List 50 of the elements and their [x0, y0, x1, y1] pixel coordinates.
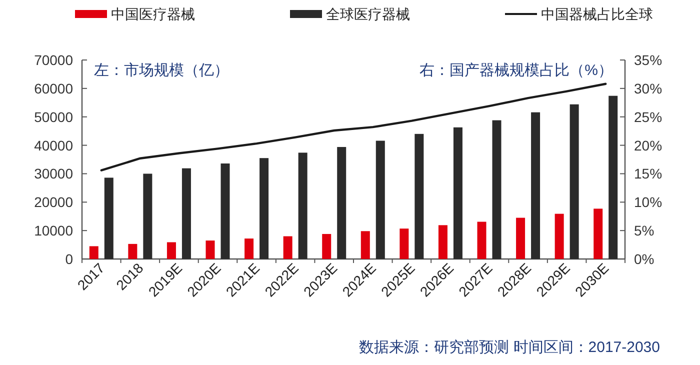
bar: [360, 231, 370, 259]
y-tick-label: 20000: [34, 194, 74, 210]
y2-tick-label: 0%: [634, 251, 654, 267]
bar: [166, 242, 176, 259]
y2-tick-label: 10%: [634, 194, 662, 210]
y2-axis-title: 右：国产器械规模占比（%）: [420, 62, 613, 79]
bar: [206, 240, 215, 259]
bar: [260, 158, 269, 259]
bar: [554, 214, 564, 259]
bar: [516, 218, 526, 259]
y2-tick-label: 15%: [634, 166, 662, 182]
bar: [89, 246, 98, 259]
bar: [400, 228, 409, 259]
bar: [438, 225, 448, 259]
bar: [570, 104, 579, 259]
legend-label: 中国器械占比全球: [541, 6, 653, 22]
bar: [594, 208, 603, 259]
y-tick-label: 30000: [34, 166, 74, 182]
bar: [492, 120, 502, 259]
y-tick-label: 70000: [34, 52, 74, 68]
y-axis-title: 左：市场规模（亿）: [94, 62, 229, 79]
bar: [298, 152, 308, 259]
legend-label: 全球医疗器械: [326, 6, 410, 22]
y2-tick-label: 25%: [634, 108, 662, 125]
bar: [414, 134, 424, 259]
y-tick-label: 0: [65, 251, 74, 267]
bar: [322, 234, 332, 259]
y-tick-label: 60000: [34, 80, 74, 96]
y-tick-label: 10000: [34, 222, 74, 239]
bar: [608, 96, 618, 259]
y-tick-label: 50000: [34, 108, 74, 125]
bar: [531, 112, 540, 259]
bar: [337, 146, 346, 259]
y2-tick-label: 30%: [634, 80, 662, 96]
source-note: 数据来源：研究部预测 时间区间：2017-2030: [359, 339, 660, 356]
bar: [244, 238, 254, 259]
bar: [182, 168, 191, 259]
bar: [104, 178, 114, 259]
bar: [143, 174, 152, 259]
y2-tick-label: 35%: [634, 52, 662, 68]
bar: [128, 244, 138, 259]
y-tick-label: 40000: [34, 137, 74, 154]
bar: [220, 163, 230, 259]
legend-label: 中国医疗器械: [111, 6, 195, 22]
y2-tick-label: 20%: [634, 137, 662, 154]
y2-tick-label: 5%: [634, 222, 654, 239]
bar: [376, 140, 385, 259]
bar: [453, 127, 462, 259]
bar: [283, 236, 292, 259]
bar: [477, 222, 486, 259]
